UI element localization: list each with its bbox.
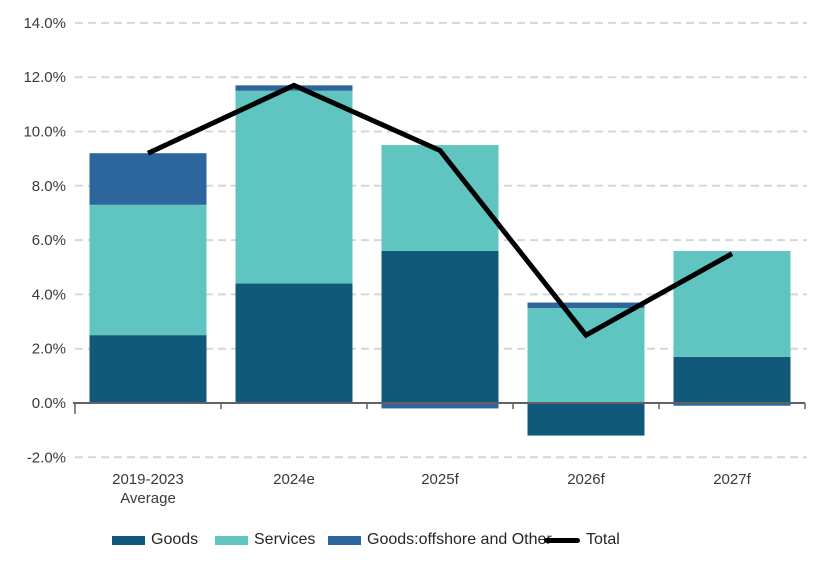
x-category-label: 2024e xyxy=(273,471,315,488)
bar-segment-services xyxy=(527,307,645,403)
bar-segment-services xyxy=(381,145,499,251)
bar-segment-goods-offshore-and-other xyxy=(673,403,791,406)
legend-item-total: Total xyxy=(544,531,620,549)
y-tick-label: 0.0% xyxy=(32,395,66,412)
legend-label-services: Services xyxy=(254,531,316,548)
goods-offshore-swatch xyxy=(328,535,361,545)
legend-item-goods: Goods xyxy=(112,531,198,549)
total-line-swatch xyxy=(544,537,580,543)
total-line xyxy=(146,82,734,339)
chart-legend: Goods Services Goods:offshore and Other … xyxy=(0,531,826,555)
bar-segment-services xyxy=(673,250,791,357)
bar-segment-goods xyxy=(673,356,791,403)
y-tick-label: 12.0% xyxy=(23,69,66,86)
bar-segment-goods xyxy=(89,335,207,403)
bar-segment-services xyxy=(89,204,207,336)
services-swatch xyxy=(215,535,248,545)
x-category-label: 2019-2023 xyxy=(112,471,184,488)
x-category-label: 2027f xyxy=(713,471,751,488)
bar-segment-goods xyxy=(527,403,645,436)
x-category-label: 2025f xyxy=(421,471,459,488)
y-tick-label: 10.0% xyxy=(23,124,66,141)
legend-label-goods: Goods xyxy=(151,531,199,548)
bar-segment-goods xyxy=(235,283,353,403)
y-tick-label: -2.0% xyxy=(27,449,66,466)
y-tick-label: 2.0% xyxy=(32,341,66,358)
goods-swatch xyxy=(112,535,145,545)
y-tick-label: 8.0% xyxy=(32,178,66,195)
legend-label-goods-offshore: Goods:offshore and Other xyxy=(367,531,552,548)
bar-segment-goods xyxy=(381,250,499,403)
y-tick-label: 14.0% xyxy=(23,15,66,32)
legend-label-total: Total xyxy=(586,531,620,548)
x-category-label: Average xyxy=(120,490,176,507)
bar-segment-goods-offshore-and-other xyxy=(381,403,499,409)
bar-segment-goods-offshore-and-other xyxy=(89,153,207,205)
bar-segment-goods-offshore-and-other xyxy=(527,302,645,308)
x-category-label: 2026f xyxy=(567,471,605,488)
legend-item-services: Services xyxy=(215,531,315,549)
y-tick-label: 4.0% xyxy=(32,286,66,303)
bar-segment-services xyxy=(235,90,353,284)
legend-item-goods-offshore: Goods:offshore and Other xyxy=(328,531,552,549)
y-tick-label: 6.0% xyxy=(32,232,66,249)
